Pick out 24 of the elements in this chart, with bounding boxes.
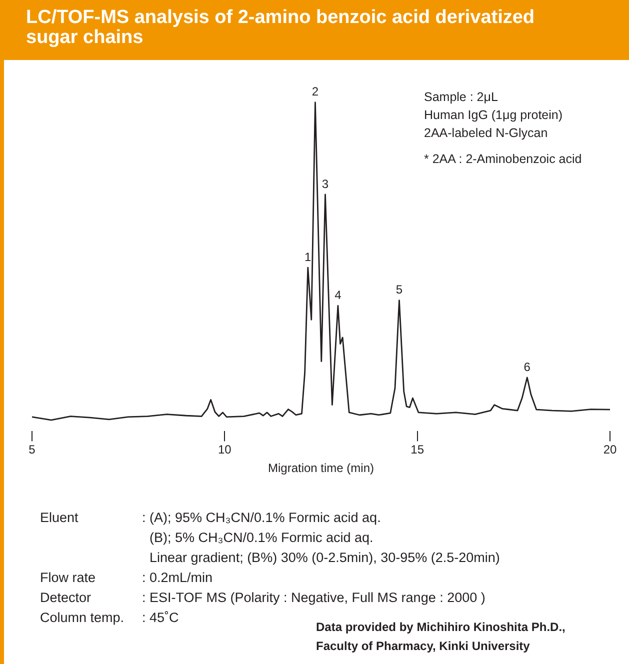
x-tick-label: 15 [410,442,424,457]
annotation: 2 [312,84,319,99]
annotation: 6 [524,360,531,374]
annotation: 5 [396,282,403,297]
text: Flow rate : 0.2mL/min [40,570,213,585]
annotation: Sample : 2μL [424,89,499,106]
annotation: 4 [334,288,342,302]
text: Linear gradient; (B%) 30% (0-2.5min), 30-95% (2.5-20min) [148,549,500,567]
x-tick-label: 5 [28,442,36,457]
text: Detector : ESI-TOF MS (Polarity : Negative, Full MS range : 2000 ) [40,590,486,605]
text: Faculty of Pharmacy, Kinki University [316,638,531,655]
text: (B); 5% CH₃CN/0.1% Formic acid aq. [148,529,374,547]
annotation: 1 [304,250,312,264]
chart-title: LC/TOF-MS analysis of 2-amino benzoic acid derivatized sugar chains [26,7,536,48]
annotation: 3 [322,176,329,191]
text: Eluent : (A); 95% CH₃CN/0.1% Formic acid aq. [40,510,381,525]
x-tick-label: 20 [603,442,617,457]
text: Data provided by Michihiro Kinoshita Ph.D., [316,619,566,636]
annotation: 2AA-labeled N-Glycan [424,125,549,142]
x-tick-label: 10 [218,442,232,457]
annotation: * 2AA : 2-Aminobenzoic acid [424,151,582,168]
text: Column temp. : 45˚C [40,610,179,625]
annotation: Human IgG (1μg protein) [424,107,564,124]
x-axis-title: Migration time (min) [268,461,374,476]
